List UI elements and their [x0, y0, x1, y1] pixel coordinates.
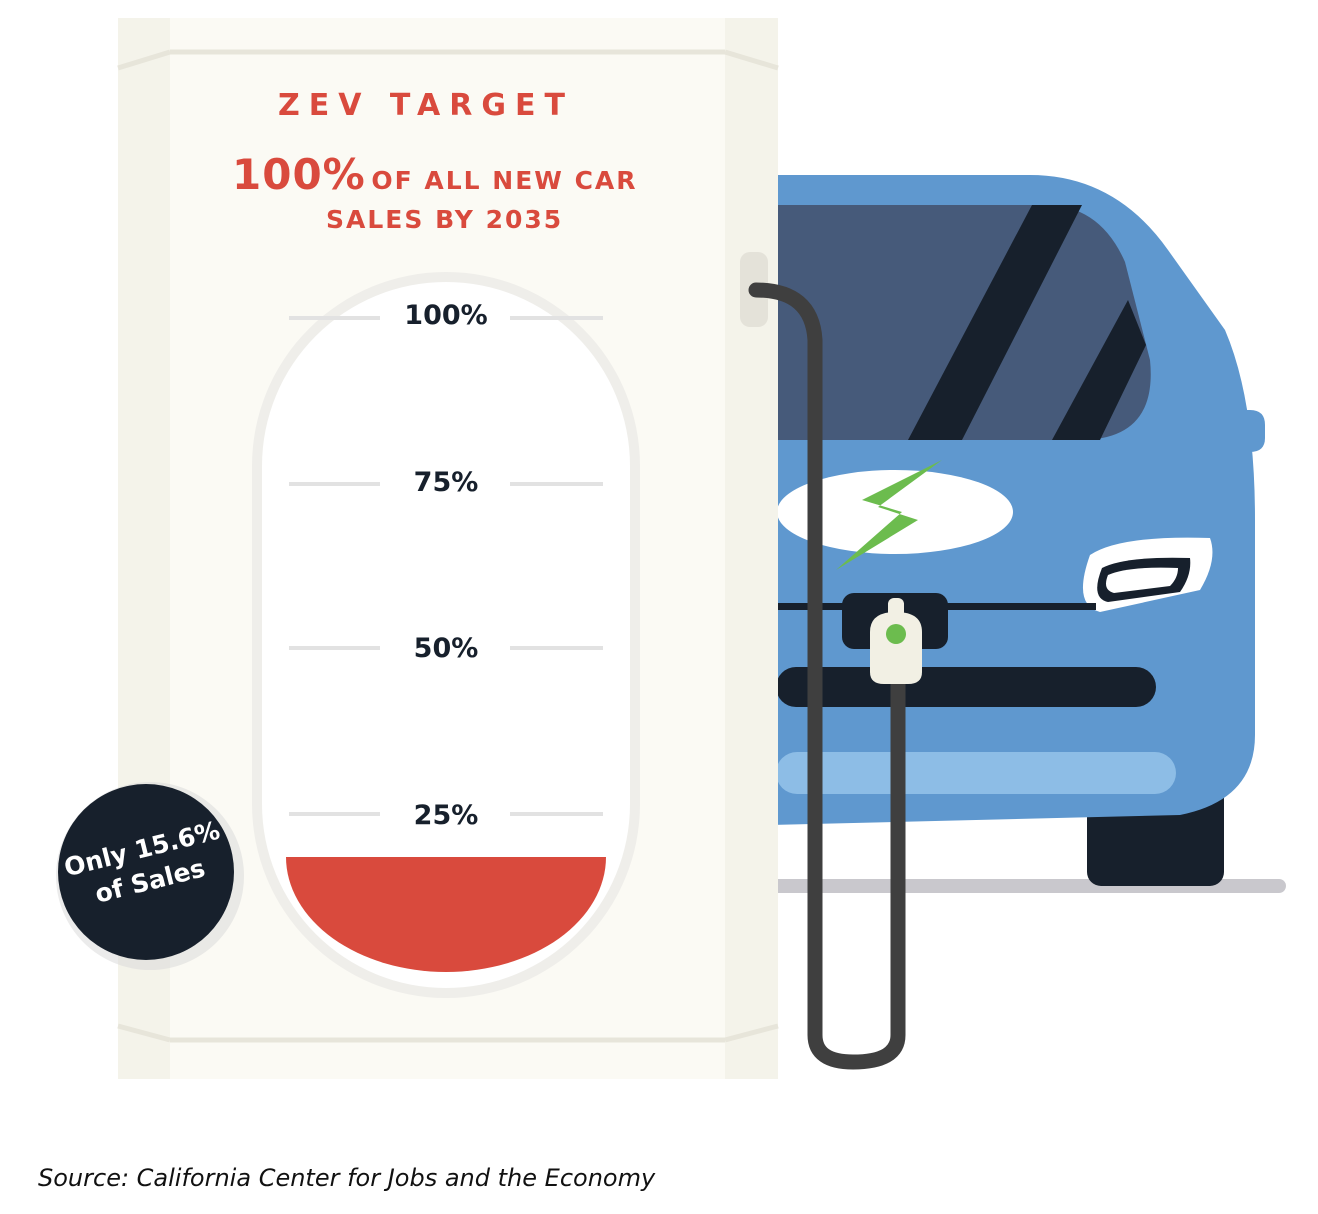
- badge-circle: [58, 784, 234, 960]
- headline: 100% OF ALL NEW CAR: [232, 150, 638, 199]
- headline-percent: 100%: [232, 150, 366, 199]
- gauge-title: ZEV TARGET: [278, 88, 574, 123]
- car-windshield: [778, 205, 1151, 440]
- charging-cable: [748, 282, 906, 1070]
- car-mirror: [1186, 410, 1265, 452]
- tick-label: 75%: [413, 467, 479, 498]
- gauge: [252, 272, 640, 998]
- tick-label: 100%: [404, 300, 488, 331]
- gauge-fill: [286, 857, 606, 972]
- car-bumper: [776, 667, 1156, 707]
- source-caption: Source: California Center for Jobs and t…: [38, 1164, 656, 1192]
- charging-plug-icon: [748, 282, 922, 1070]
- car-lower-bumper: [776, 752, 1176, 794]
- plug-head: [870, 612, 922, 684]
- headline-text: OF ALL NEW CAR: [371, 166, 638, 195]
- tick-label: 50%: [413, 633, 479, 664]
- electric-car-icon: [770, 175, 1265, 886]
- tick-label: 25%: [413, 800, 479, 831]
- headline-line2: SALES BY 2035: [326, 205, 564, 234]
- sales-badge: [56, 782, 244, 970]
- gauge-tick-lines: [289, 316, 603, 816]
